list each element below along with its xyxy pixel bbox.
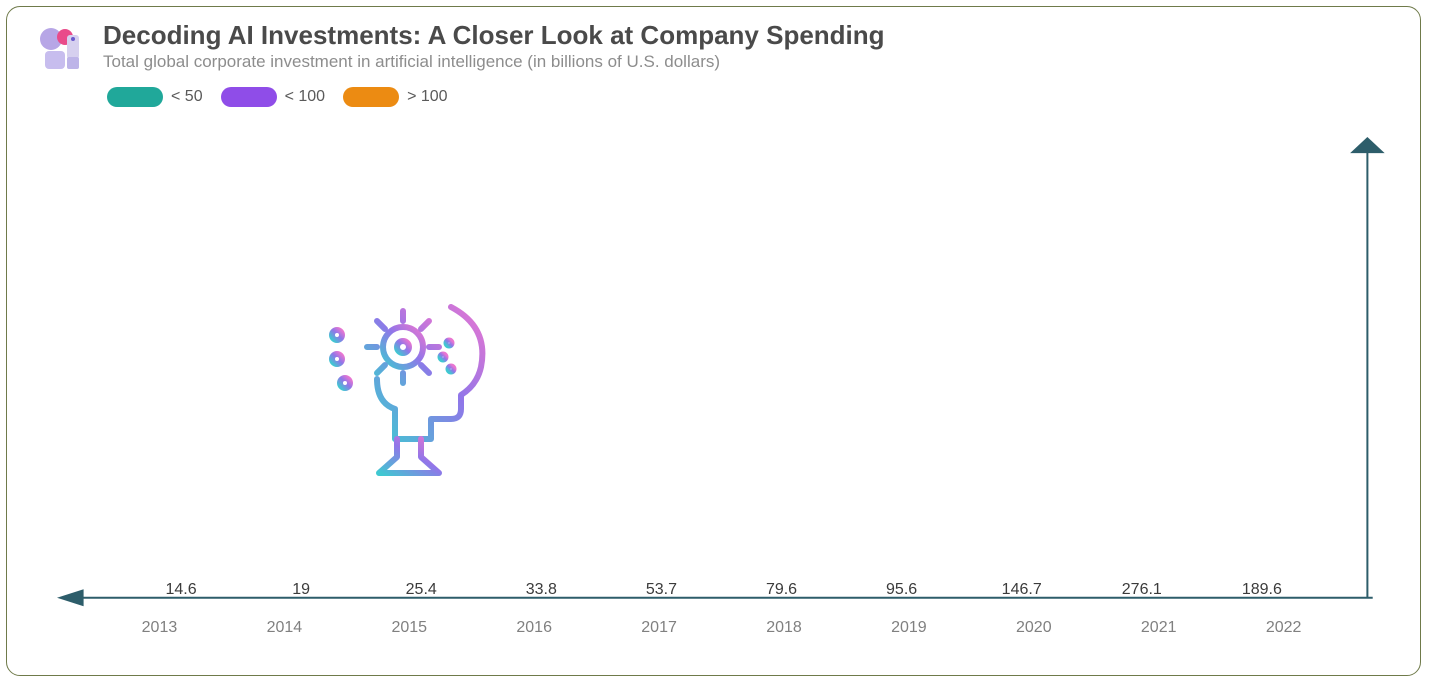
bar-value-label: 33.8: [526, 581, 557, 599]
header-row: Decoding AI Investments: A Closer Look a…: [37, 21, 1400, 73]
ai-people-icon: [37, 21, 89, 73]
bar-value-label: 53.7: [646, 581, 677, 599]
bar-slot: 146.7: [962, 581, 1082, 605]
legend-swatch: [107, 87, 163, 107]
bar-chart: 14.6 19 25.4 33.8 53.7 79.6 95.6 146.7 276.1 189.…: [57, 147, 1386, 651]
legend-label: > 100: [407, 88, 447, 106]
chart-subtitle: Total global corporate investment in art…: [103, 52, 885, 72]
bar-value-label: 79.6: [766, 581, 797, 599]
chart-card: Decoding AI Investments: A Closer Look a…: [6, 6, 1421, 676]
bar-slot: 79.6: [721, 581, 841, 605]
bar-slot: 19: [241, 581, 361, 605]
bar-slot: 53.7: [601, 581, 721, 605]
legend-swatch: [343, 87, 399, 107]
bar-slot: 189.6: [1202, 581, 1322, 605]
legend-swatch: [221, 87, 277, 107]
bar-value-label: 95.6: [886, 581, 917, 599]
bar-value-label: 14.6: [165, 581, 196, 599]
bar-slot: 95.6: [842, 581, 962, 605]
bar-value-label: 146.7: [1002, 581, 1042, 599]
x-axis-label: 2022: [1221, 605, 1346, 651]
legend-label: < 50: [171, 88, 203, 106]
plot-area: 14.6 19 25.4 33.8 53.7 79.6 95.6 146.7 276.1 189.…: [81, 147, 1362, 605]
x-axis-labels: 2013201420152016201720182019202020212022: [97, 605, 1346, 651]
x-axis-label: 2017: [597, 605, 722, 651]
chart-header: Decoding AI Investments: A Closer Look a…: [37, 21, 1400, 73]
x-axis-label: 2018: [722, 605, 847, 651]
bar-value-label: 25.4: [406, 581, 437, 599]
legend-item-lt50: < 50: [107, 87, 211, 107]
x-axis-label: 2014: [222, 605, 347, 651]
legend: < 50 < 100 > 100: [107, 87, 456, 107]
x-axis-label: 2019: [846, 605, 971, 651]
legend-item-gte100: > 100: [343, 87, 455, 107]
x-axis-label: 2015: [347, 605, 472, 651]
bar-slot: 14.6: [121, 581, 241, 605]
bar-slot: 25.4: [361, 581, 481, 605]
bar-value-label: 19: [292, 581, 310, 599]
bar-slot: 33.8: [481, 581, 601, 605]
x-axis-label: 2020: [971, 605, 1096, 651]
x-axis-label: 2021: [1096, 605, 1221, 651]
bars-container: 14.6 19 25.4 33.8 53.7 79.6 95.6 146.7 276.1 189.…: [121, 147, 1322, 605]
x-axis-label: 2013: [97, 605, 222, 651]
bar-slot: 276.1: [1082, 581, 1202, 605]
x-axis-label: 2016: [472, 605, 597, 651]
legend-label: < 100: [285, 88, 325, 106]
bar-value-label: 276.1: [1122, 581, 1162, 599]
chart-title: Decoding AI Investments: A Closer Look a…: [103, 21, 885, 50]
bar-value-label: 189.6: [1242, 581, 1282, 599]
header-text: Decoding AI Investments: A Closer Look a…: [103, 21, 885, 72]
legend-item-lt100: < 100: [221, 87, 333, 107]
